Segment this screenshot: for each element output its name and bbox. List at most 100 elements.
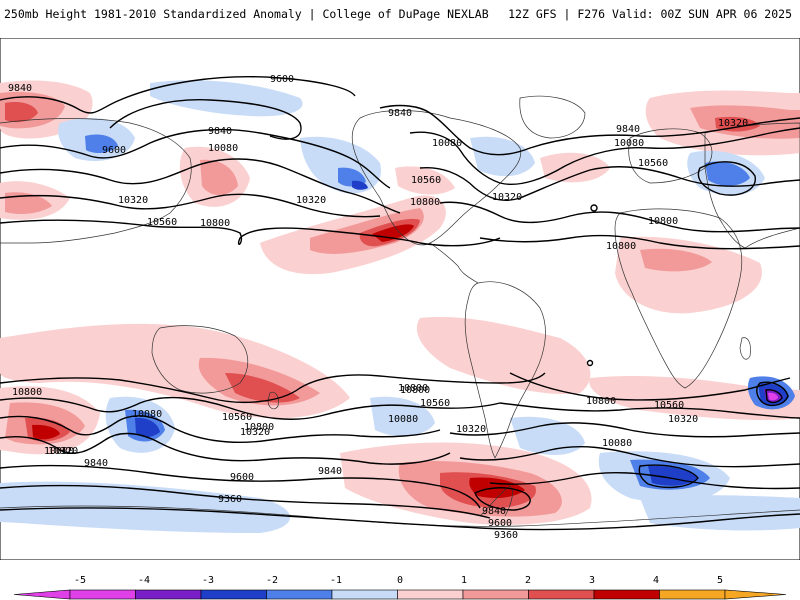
contour-label: 10320 — [48, 446, 78, 457]
contour-label: 10800 — [648, 216, 678, 227]
anomaly-region — [640, 248, 712, 272]
contour-line — [0, 128, 391, 189]
anomaly-region — [705, 161, 750, 186]
anomaly-region — [85, 134, 118, 154]
contour-label: 9840 — [616, 124, 640, 135]
map-title: 250mb Height 1981-2010 Standardized Anom… — [4, 7, 489, 21]
anomaly-colorbar: -5 -4 -3 -2 -1 0 1 2 3 4 5 — [13, 575, 787, 600]
anomaly-region — [135, 417, 160, 438]
contour-line — [0, 432, 451, 465]
contour-line — [509, 372, 791, 401]
contour-line — [697, 161, 756, 196]
colorbar-tick-label: -3 — [202, 575, 214, 586]
contour-line — [0, 464, 481, 509]
contour-label: 10560 — [147, 217, 177, 228]
contour-label: 10560 — [420, 398, 450, 409]
map-header: 250mb Height 1981-2010 Standardized Anom… — [0, 0, 800, 38]
height-contours — [0, 76, 800, 531]
coastline-antarctic-peninsula — [479, 485, 513, 517]
contour-label: 10800 — [410, 197, 440, 208]
contour-line — [459, 445, 800, 468]
colorbar-tick-label: -5 — [74, 575, 86, 586]
coastline-central-america — [429, 242, 479, 284]
model-run-info: 12Z GFS | F276 Valid: 00Z SUN APR 06 202… — [508, 7, 792, 21]
contour-label: 10080 — [602, 438, 632, 449]
contour-line — [586, 359, 594, 367]
colorbar-segment — [528, 589, 595, 600]
contour-label: 10080 — [614, 138, 644, 149]
contour-label: 10800 — [586, 396, 616, 407]
colorbar-segment — [200, 589, 267, 600]
contour-label: 9600 — [270, 74, 294, 85]
colorbar-tick-label: 0 — [397, 575, 403, 586]
contour-label: 10320 — [668, 414, 698, 425]
contour-label: 10800 — [12, 387, 42, 398]
contour-line — [439, 201, 800, 233]
anomaly-region — [5, 192, 52, 214]
coastline-greenland — [519, 95, 586, 139]
contour-label: 10320 — [296, 195, 326, 206]
colorbar-tick-label: 3 — [589, 575, 595, 586]
coastlines — [0, 95, 800, 527]
contour-line — [0, 484, 491, 519]
contour-line — [638, 464, 699, 489]
colorbar-arrow-left — [13, 589, 71, 600]
contour-label: 10320 — [118, 195, 148, 206]
anomaly-region — [715, 116, 760, 132]
contour-line — [590, 204, 598, 212]
colorbar-tick-label: -1 — [330, 575, 342, 586]
colorbar-segment — [659, 589, 726, 600]
colorbar-segment — [69, 589, 136, 600]
contour-label: 9840 — [388, 108, 412, 119]
coastline-australia — [151, 325, 248, 394]
contour-line — [0, 415, 441, 444]
contour-labels: 9840 9600 9600 9840 10080 10320 10560 10… — [8, 74, 748, 541]
contour-label: 9840 — [482, 506, 506, 517]
contour-line — [474, 487, 531, 511]
anomaly-region — [200, 159, 238, 195]
contour-label: 10800 — [200, 218, 230, 229]
contour-label: 10080 — [432, 138, 462, 149]
contour-line — [0, 396, 501, 420]
contour-label: 9600 — [230, 472, 254, 483]
contour-label: 10320 — [456, 424, 486, 435]
contour-label: 10080 — [208, 143, 238, 154]
colorbar-tick-label: -2 — [266, 575, 278, 586]
colorbar-tick-label: 2 — [525, 575, 531, 586]
contour-line — [479, 234, 800, 250]
anomaly-region — [352, 180, 368, 190]
contour-line — [0, 76, 356, 114]
contour-label: 10560 — [222, 412, 252, 423]
contour-line — [379, 104, 800, 156]
contour-line — [0, 372, 546, 403]
contour-label: 10320 — [240, 427, 270, 438]
contour-label: 9360 — [218, 494, 242, 505]
contour-line — [0, 507, 800, 531]
coastline-north-america — [351, 110, 522, 246]
contour-line — [0, 193, 381, 218]
contour-line — [756, 381, 789, 407]
contour-label: 10800 — [400, 385, 430, 396]
anomaly-region — [225, 373, 300, 403]
contour-label: 9840 — [318, 466, 342, 477]
contour-label: 9600 — [102, 145, 126, 156]
contour-label: 10800 — [606, 241, 636, 252]
contour-label: 9360 — [494, 530, 518, 541]
colorbar-segment — [135, 589, 202, 600]
contour-label: 10800 — [244, 422, 274, 433]
colorbar-segment — [397, 589, 464, 600]
contour-label: 10080 — [388, 414, 418, 425]
contour-label: 10560 — [638, 158, 668, 169]
anomaly-region — [540, 152, 610, 183]
anomaly-region — [510, 416, 585, 455]
contour-line — [0, 158, 401, 214]
coastline-africa — [614, 208, 743, 389]
coastline-madagascar — [739, 337, 751, 360]
colorbar-segment — [462, 589, 529, 600]
colorbar-segment — [331, 589, 398, 600]
anomaly-region — [395, 166, 455, 195]
colorbar-tick-label: 4 — [653, 575, 659, 586]
contour-line — [499, 402, 800, 419]
anomaly-region — [150, 80, 303, 117]
colorbar-tick-label: 5 — [717, 575, 723, 586]
